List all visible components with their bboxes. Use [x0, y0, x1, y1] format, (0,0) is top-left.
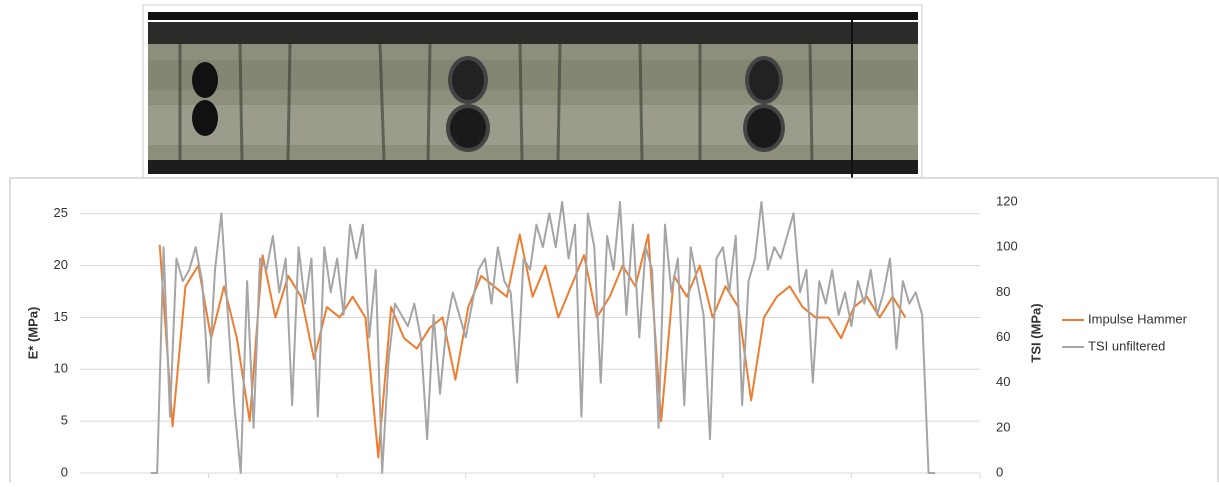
- y2-axis-title: TSI (MPa): [1028, 303, 1043, 362]
- data-line: [151, 202, 935, 473]
- y2-tick-label: 120: [996, 193, 1018, 208]
- y-tick-label: 10: [54, 361, 68, 376]
- y-tick-label: 15: [54, 309, 68, 324]
- y2-tick-label: 20: [996, 419, 1010, 434]
- legend-label: Impulse Hammer: [1088, 311, 1188, 326]
- specimen-photo: [143, 5, 922, 178]
- y-tick-label: 0: [61, 464, 68, 479]
- y-axis-title: E* (MPa): [25, 307, 40, 360]
- y-tick-label: 5: [61, 413, 68, 428]
- page: {"chart_data": {"type": "line", "ylabel"…: [0, 0, 1219, 482]
- data-line: [160, 234, 906, 457]
- chart: E* (MPa) TSI (MPa) 0 5 10 15 20 25 0 20 40 60 80 10…: [0, 0, 1219, 482]
- y2-tick-label: 100: [996, 239, 1018, 254]
- y-tick-label: 20: [54, 257, 68, 272]
- y2-tick-label: 0: [996, 464, 1003, 479]
- y2-tick-label: 80: [996, 284, 1010, 299]
- legend-label: TSI unfiltered: [1088, 338, 1165, 353]
- y-tick-label: 25: [54, 205, 68, 220]
- y2-tick-label: 60: [996, 329, 1010, 344]
- y2-tick-label: 40: [996, 374, 1010, 389]
